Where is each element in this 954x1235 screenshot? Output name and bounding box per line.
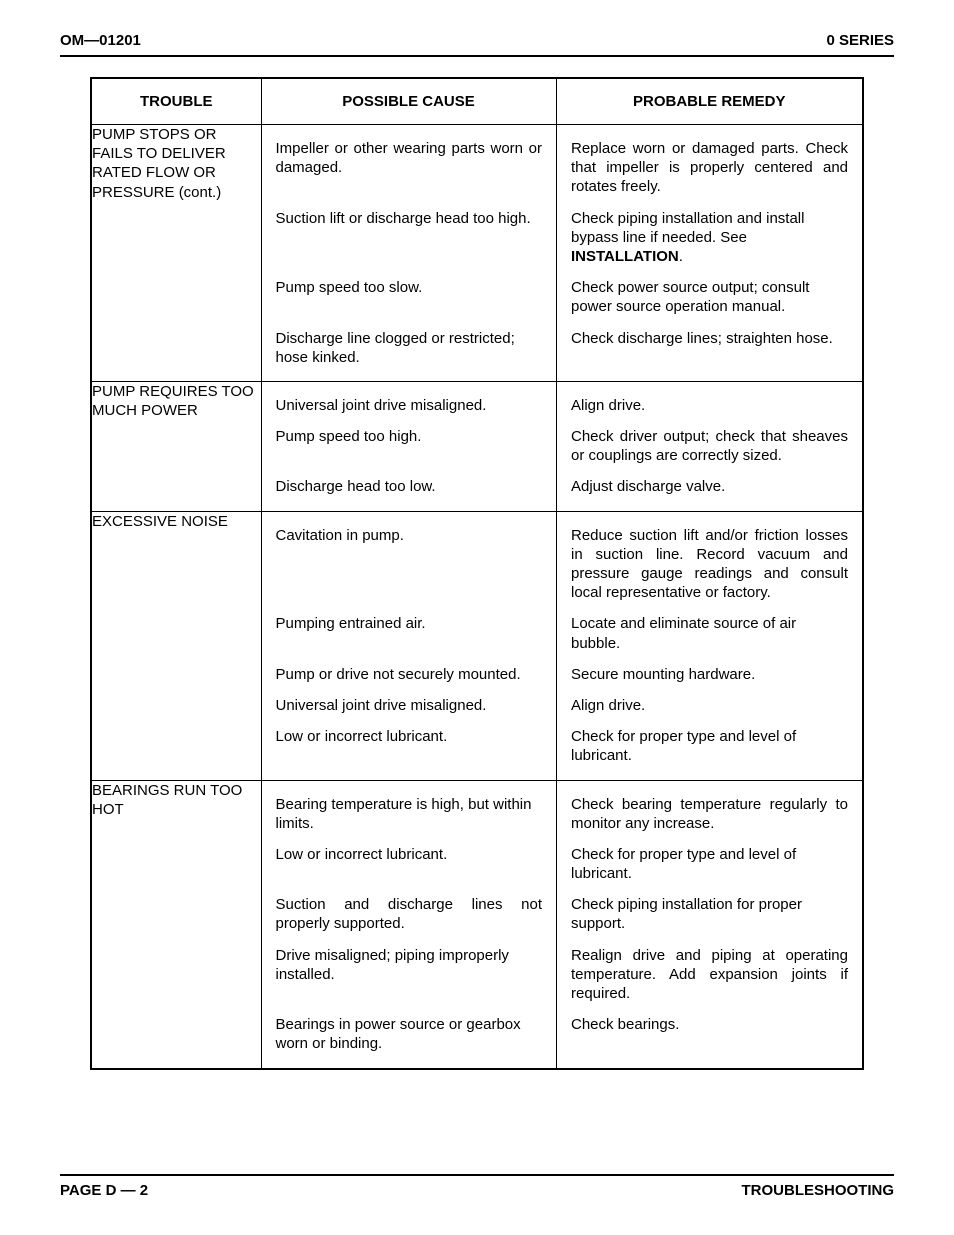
remedy-text: Check driver output; check that sheaves … xyxy=(557,421,863,471)
remedy-text: Align drive. xyxy=(557,382,863,421)
cause-remedy-cell: Universal joint drive misaligned.Align d… xyxy=(261,381,863,511)
remedy-text: Check piping installation for proper sup… xyxy=(557,889,863,939)
cause-remedy-row: Pump speed too high.Check driver output;… xyxy=(262,421,863,471)
col-header-trouble: TROUBLE xyxy=(91,78,261,125)
remedy-text: Check for proper type and level of lubri… xyxy=(557,839,863,889)
table-section: BEARINGS RUN TOO HOTBearing temperature … xyxy=(91,780,863,1069)
cause-text: Impeller or other wearing parts worn or … xyxy=(262,125,557,203)
cause-remedy-cell: Cavitation in pump.Reduce suction lift a… xyxy=(261,511,863,780)
cause-remedy-row: Discharge head too low.Adjust discharge … xyxy=(262,471,863,510)
cause-text: Low or incorrect lubricant. xyxy=(262,839,557,889)
cause-text: Cavitation in pump. xyxy=(262,512,557,609)
footer-left: PAGE D — 2 xyxy=(60,1182,148,1199)
remedy-text: Adjust discharge valve. xyxy=(557,471,863,510)
cause-remedy-cell: Bearing temperature is high, but within … xyxy=(261,780,863,1069)
remedy-text: Realign drive and piping at operating te… xyxy=(557,940,863,1010)
page: OM—01201 0 SERIES TROUBLE POSSIBLE CAUSE… xyxy=(0,0,954,1235)
content-area: TROUBLE POSSIBLE CAUSE PROBABLE REMEDY P… xyxy=(60,57,894,1174)
cause-text: Bearings in power source or gearbox worn… xyxy=(262,1009,557,1067)
cause-text: Universal joint drive misaligned. xyxy=(262,690,557,721)
trouble-cell: BEARINGS RUN TOO HOT xyxy=(91,780,261,1069)
table-section: EXCESSIVE NOISECavitation in pump.Reduce… xyxy=(91,511,863,780)
header-left: OM—01201 xyxy=(60,32,141,49)
cause-remedy-row: Pumping entrained air.Locate and elimina… xyxy=(262,608,863,658)
cause-remedy-row: Universal joint drive misaligned.Align d… xyxy=(262,382,863,421)
cause-remedy-row: Cavitation in pump.Reduce suction lift a… xyxy=(262,512,863,609)
remedy-text: Locate and eliminate source of air bubbl… xyxy=(557,608,863,658)
header-right: 0 SERIES xyxy=(826,32,894,49)
remedy-text: Check bearing temperature regularly to m… xyxy=(557,781,863,839)
remedy-text: Replace worn or damaged parts. Check tha… xyxy=(557,125,863,203)
cause-remedy-row: Suction and discharge lines not properly… xyxy=(262,889,863,939)
trouble-cell: PUMP STOPS OR FAILS TO DELIVER RATED FLO… xyxy=(91,125,261,382)
col-header-cause: POSSIBLE CAUSE xyxy=(261,78,556,125)
cause-text: Pumping entrained air. xyxy=(262,608,557,658)
page-footer: PAGE D — 2 TROUBLESHOOTING xyxy=(60,1174,894,1199)
cause-text: Pump or drive not securely mounted. xyxy=(262,659,557,690)
remedy-text: Check discharge lines; straighten hose. xyxy=(557,323,863,381)
cause-remedy-row: Drive misaligned; piping improperly inst… xyxy=(262,940,863,1010)
cause-remedy-row: Low or incorrect lubricant.Check for pro… xyxy=(262,721,863,779)
col-header-remedy: PROBABLE REMEDY xyxy=(556,78,863,125)
cause-text: Drive misaligned; piping improperly inst… xyxy=(262,940,557,1010)
footer-right: TROUBLESHOOTING xyxy=(742,1182,895,1199)
cause-text: Universal joint drive misaligned. xyxy=(262,382,557,421)
cause-text: Suction and discharge lines not properly… xyxy=(262,889,557,939)
cause-text: Low or incorrect lubricant. xyxy=(262,721,557,779)
cause-text: Discharge line clogged or restricted; ho… xyxy=(262,323,557,381)
remedy-text: Check power source output; consult power… xyxy=(557,272,863,322)
cause-remedy-row: Discharge line clogged or restricted; ho… xyxy=(262,323,863,381)
remedy-text: Check piping installation and install by… xyxy=(557,203,863,273)
cause-remedy-row: Pump or drive not securely mounted.Secur… xyxy=(262,659,863,690)
cause-remedy-row: Universal joint drive misaligned.Align d… xyxy=(262,690,863,721)
cause-text: Pump speed too high. xyxy=(262,421,557,471)
remedy-text: Align drive. xyxy=(557,690,863,721)
table-header-row: TROUBLE POSSIBLE CAUSE PROBABLE REMEDY xyxy=(91,78,863,125)
troubleshooting-table: TROUBLE POSSIBLE CAUSE PROBABLE REMEDY P… xyxy=(90,77,864,1070)
table-section: PUMP STOPS OR FAILS TO DELIVER RATED FLO… xyxy=(91,125,863,382)
cause-text: Bearing temperature is high, but within … xyxy=(262,781,557,839)
cause-text: Suction lift or discharge head too high. xyxy=(262,203,557,273)
cause-remedy-row: Suction lift or discharge head too high.… xyxy=(262,203,863,273)
cause-text: Pump speed too slow. xyxy=(262,272,557,322)
cause-remedy-cell: Impeller or other wearing parts worn or … xyxy=(261,125,863,382)
remedy-text: Check for proper type and level of lubri… xyxy=(557,721,863,779)
cause-remedy-row: Low or incorrect lubricant.Check for pro… xyxy=(262,839,863,889)
page-header: OM—01201 0 SERIES xyxy=(60,32,894,57)
cause-remedy-row: Bearings in power source or gearbox worn… xyxy=(262,1009,863,1067)
remedy-text: Check bearings. xyxy=(557,1009,863,1067)
table-section: PUMP REQUIRES TOO MUCH POWERUniversal jo… xyxy=(91,381,863,511)
remedy-text: Secure mounting hardware. xyxy=(557,659,863,690)
remedy-text: Reduce suction lift and/or friction loss… xyxy=(557,512,863,609)
cause-text: Discharge head too low. xyxy=(262,471,557,510)
trouble-cell: EXCESSIVE NOISE xyxy=(91,511,261,780)
cause-remedy-row: Bearing temperature is high, but within … xyxy=(262,781,863,839)
trouble-cell: PUMP REQUIRES TOO MUCH POWER xyxy=(91,381,261,511)
cause-remedy-row: Impeller or other wearing parts worn or … xyxy=(262,125,863,203)
cause-remedy-row: Pump speed too slow.Check power source o… xyxy=(262,272,863,322)
